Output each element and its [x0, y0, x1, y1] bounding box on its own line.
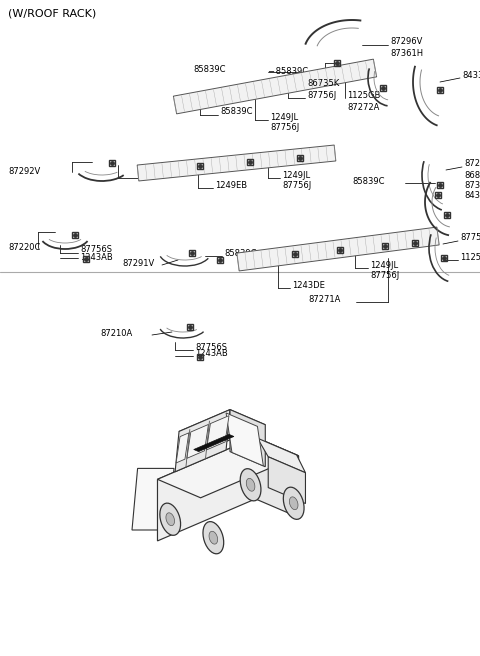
Text: (W/ROOF RACK): (W/ROOF RACK)	[8, 8, 96, 18]
Polygon shape	[237, 227, 439, 271]
Polygon shape	[246, 478, 255, 491]
Polygon shape	[209, 531, 217, 544]
Polygon shape	[132, 468, 174, 530]
Polygon shape	[179, 409, 265, 447]
Text: 87361H: 87361H	[390, 49, 423, 58]
Text: 87295V: 87295V	[464, 159, 480, 169]
Text: 87291V: 87291V	[122, 258, 154, 268]
Text: 87220C: 87220C	[8, 243, 40, 253]
Text: 87361F: 87361F	[464, 180, 480, 190]
Polygon shape	[226, 413, 264, 466]
Text: 84335A: 84335A	[464, 190, 480, 199]
Polygon shape	[268, 457, 305, 504]
Text: 1243DE: 1243DE	[292, 281, 325, 289]
Polygon shape	[283, 487, 304, 520]
Text: 87210A: 87210A	[100, 329, 132, 337]
Text: 1125GB: 1125GB	[347, 91, 380, 100]
Polygon shape	[187, 424, 208, 459]
Text: 87756J: 87756J	[370, 270, 399, 279]
Text: 1249JL: 1249JL	[270, 112, 298, 121]
Text: 86735K: 86735K	[307, 79, 339, 89]
Text: 85839C: 85839C	[140, 171, 172, 180]
Polygon shape	[255, 438, 299, 518]
Text: 85839C: 85839C	[224, 249, 256, 258]
Text: 1243AB: 1243AB	[195, 348, 228, 358]
Polygon shape	[206, 416, 229, 450]
Polygon shape	[173, 59, 377, 114]
Text: 85839C: 85839C	[193, 64, 226, 73]
Text: 87271A: 87271A	[308, 295, 340, 304]
Text: 87756J: 87756J	[307, 91, 336, 100]
Text: 84335A: 84335A	[462, 70, 480, 79]
Text: 87756S: 87756S	[195, 342, 227, 352]
Text: 1249EB: 1249EB	[215, 180, 247, 190]
Text: 87756J: 87756J	[270, 123, 299, 131]
Text: 86839: 86839	[464, 171, 480, 180]
Text: 85839C: 85839C	[352, 176, 384, 186]
Text: 87756S: 87756S	[80, 245, 112, 255]
Text: 87272A: 87272A	[347, 102, 379, 112]
Text: 87756J: 87756J	[460, 234, 480, 243]
Text: 87756J: 87756J	[282, 180, 311, 190]
Polygon shape	[194, 434, 234, 451]
Polygon shape	[157, 438, 255, 541]
Polygon shape	[176, 433, 189, 463]
Text: 1249JL: 1249JL	[370, 260, 398, 270]
Polygon shape	[289, 497, 298, 510]
Text: ─ 85839C: ─ 85839C	[268, 68, 308, 77]
Polygon shape	[257, 438, 305, 473]
Polygon shape	[175, 409, 230, 472]
Text: 1243AB: 1243AB	[80, 253, 113, 262]
Polygon shape	[240, 468, 261, 501]
Text: 87292V: 87292V	[8, 167, 40, 176]
Polygon shape	[160, 503, 180, 535]
Text: 85839C: 85839C	[220, 108, 252, 117]
Text: 1249JL: 1249JL	[282, 171, 310, 180]
Polygon shape	[166, 513, 175, 525]
Polygon shape	[157, 438, 299, 498]
Text: 1125GB: 1125GB	[460, 253, 480, 262]
Polygon shape	[203, 522, 224, 554]
Polygon shape	[230, 409, 265, 466]
Text: 87296V: 87296V	[390, 37, 422, 47]
Polygon shape	[137, 145, 336, 181]
